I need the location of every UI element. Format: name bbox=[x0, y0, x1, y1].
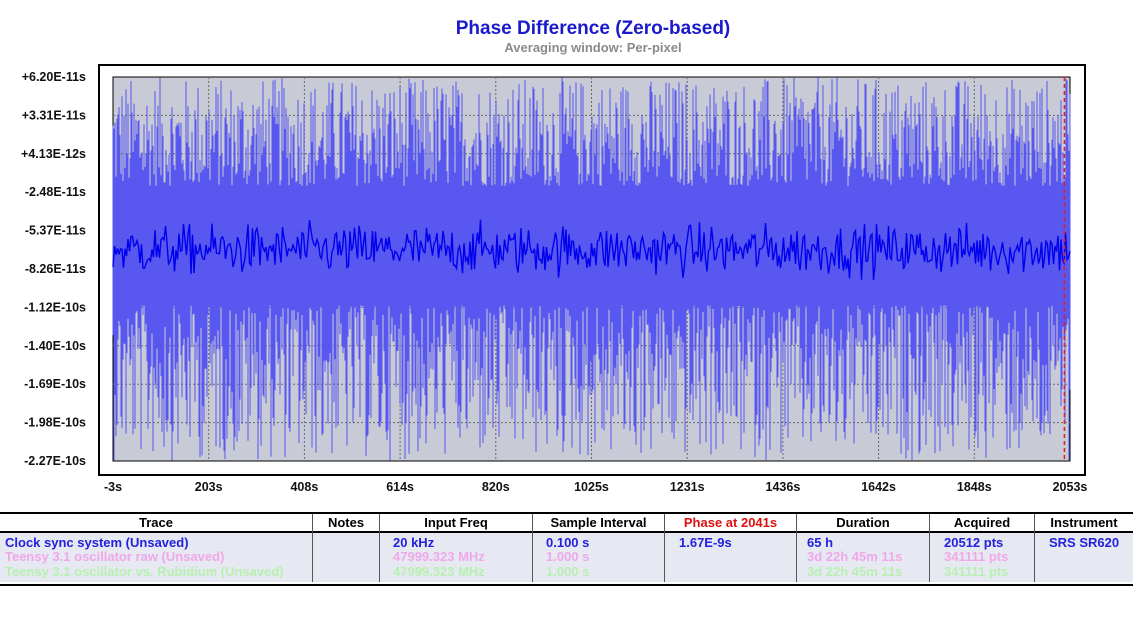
legend-row-trace[interactable]: Teensy 3.1 oscillator vs. Rubidium (Unsa… bbox=[5, 564, 284, 579]
x-tick-label: 1848s bbox=[957, 480, 992, 494]
legend-header-phase-at[interactable]: Phase at 2041s bbox=[665, 514, 796, 531]
x-tick-label: 203s bbox=[195, 480, 223, 494]
legend-row-sample-interval: 1.000 s bbox=[546, 549, 590, 564]
x-tick-label: 1436s bbox=[766, 480, 801, 494]
legend-column-divider bbox=[1034, 514, 1035, 582]
legend-row-input-freq: 47999.323 MHz bbox=[393, 549, 485, 564]
y-axis-ticks: +6.20E-11s +3.31E-11s +4.13E-12s -2.48E-11s… bbox=[21, 70, 86, 468]
x-tick-label: 1231s bbox=[670, 480, 705, 494]
legend-column-divider bbox=[664, 514, 665, 582]
legend-row-trace[interactable]: Clock sync system (Unsaved) bbox=[5, 535, 189, 550]
x-tick-label: 1025s bbox=[574, 480, 609, 494]
y-tick-label: -1.12E-10s bbox=[24, 300, 86, 314]
series-envelope-spikes bbox=[112, 77, 1071, 461]
legend-header-instrument[interactable]: Instrument bbox=[1035, 514, 1133, 531]
y-tick-label: -5.37E-11s bbox=[25, 224, 86, 238]
x-tick-label: 408s bbox=[290, 480, 318, 494]
legend-row-duration: 3d 22h 45m 11s bbox=[807, 549, 903, 564]
series-line bbox=[112, 219, 1071, 280]
legend-row-acquired: 341111 pts bbox=[944, 549, 1009, 564]
legend-row-duration: 65 h bbox=[807, 535, 834, 550]
y-tick-label: -1.40E-10s bbox=[24, 339, 86, 353]
legend-header-sample-interval[interactable]: Sample Interval bbox=[533, 514, 664, 531]
y-tick-label: +4.13E-12s bbox=[21, 147, 86, 161]
legend-header-divider bbox=[0, 531, 1133, 533]
legend-row-input-freq: 47999.323 MHz bbox=[393, 564, 485, 579]
x-tick-label: 614s bbox=[386, 480, 414, 494]
chart-subtitle: Averaging window: Per-pixel bbox=[504, 40, 682, 55]
legend-row-phase: 1.67E-9s bbox=[679, 535, 732, 550]
x-axis-ticks: -3s 203s 408s 614s 820s 1025s 1231s 1436s 1642s 1… bbox=[104, 480, 1087, 494]
x-tick-label: 820s bbox=[482, 480, 510, 494]
x-tick-label: 2053s bbox=[1053, 480, 1088, 494]
y-tick-label: +6.20E-11s bbox=[22, 70, 86, 84]
phase-difference-chart: +6.20E-11s +3.31E-11s +4.13E-12s -2.48E-11s… bbox=[21, 64, 1087, 494]
legend-column-divider bbox=[929, 514, 930, 582]
x-tick-label: -3s bbox=[104, 480, 122, 494]
legend-row-sample-interval: 1.000 s bbox=[546, 564, 590, 579]
legend-row-acquired: 341111 pts bbox=[944, 564, 1009, 579]
y-tick-label: +3.31E-11s bbox=[22, 108, 86, 122]
legend-header-trace[interactable]: Trace bbox=[0, 514, 312, 531]
legend-row-duration: 3d 22h 45m 11s bbox=[807, 564, 903, 579]
legend-row-instrument: SRS SR620 bbox=[1049, 535, 1120, 550]
y-tick-label: -1.69E-10s bbox=[24, 377, 86, 391]
y-tick-label: -2.48E-11s bbox=[25, 185, 86, 199]
legend-body bbox=[0, 533, 1133, 582]
legend-header-duration[interactable]: Duration bbox=[797, 514, 929, 531]
y-tick-label: -1.98E-10s bbox=[24, 416, 86, 430]
chart-title: Phase Difference (Zero-based) bbox=[455, 18, 731, 39]
legend-row-acquired: 20512 pts bbox=[944, 535, 1004, 550]
y-tick-label: -8.26E-11s bbox=[25, 262, 86, 276]
x-tick-label: 1642s bbox=[861, 480, 896, 494]
legend-column-divider bbox=[532, 514, 533, 582]
legend-row-input-freq: 20 kHz bbox=[393, 535, 435, 550]
legend-header-notes[interactable]: Notes bbox=[313, 514, 379, 531]
legend-header-acquired[interactable]: Acquired bbox=[930, 514, 1034, 531]
trace-legend-table: Trace Notes Input Freq Sample Interval P… bbox=[0, 512, 1133, 586]
legend-row-trace[interactable]: Teensy 3.1 oscillator raw (Unsaved) bbox=[5, 549, 225, 564]
legend-column-divider bbox=[379, 514, 380, 582]
series-mean-line bbox=[112, 219, 1071, 280]
y-tick-label: -2.27E-10s bbox=[24, 454, 86, 468]
legend-header-input-freq[interactable]: Input Freq bbox=[380, 514, 532, 531]
legend-column-divider bbox=[312, 514, 313, 582]
legend-column-divider bbox=[796, 514, 797, 582]
legend-row-sample-interval: 0.100 s bbox=[546, 535, 590, 550]
